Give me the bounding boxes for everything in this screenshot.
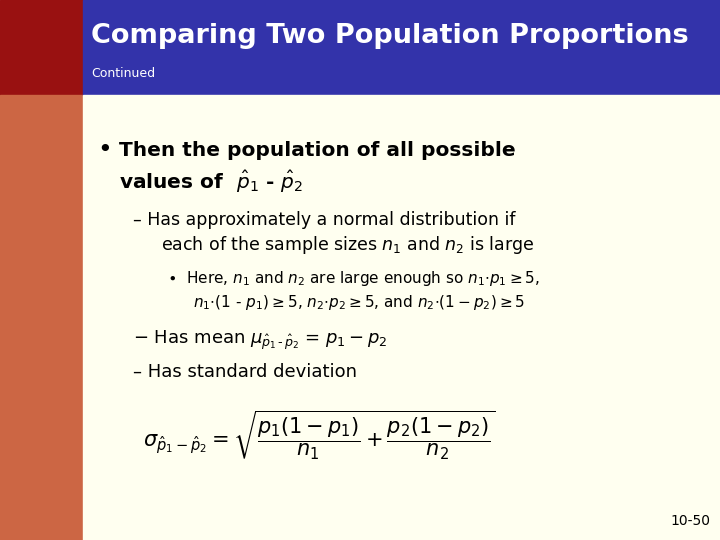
Text: Continued: Continued xyxy=(91,67,155,80)
Text: each of the sample sizes $n_1$ and $n_2$ is large: each of the sample sizes $n_1$ and $n_2$… xyxy=(161,234,534,256)
Bar xyxy=(83,94,720,540)
Text: Comparing Two Population Proportions: Comparing Two Population Proportions xyxy=(91,23,688,49)
Bar xyxy=(0,94,83,540)
Text: 10-50: 10-50 xyxy=(670,514,710,528)
Text: •: • xyxy=(96,138,112,162)
Text: – Has approximately a normal distribution if: – Has approximately a normal distributio… xyxy=(132,211,516,229)
Text: $\sigma_{\hat{p}_1-\hat{p}_2} = \sqrt{\dfrac{p_1(1-p_1)}{n_1} + \dfrac{p_2(1-p_2: $\sigma_{\hat{p}_1-\hat{p}_2} = \sqrt{\d… xyxy=(143,408,495,462)
Text: $-$ Has mean $\mu_{\hat{p}_1\,\text{-}\,\hat{p}_2}$ = $p_1 - p_2$: $-$ Has mean $\mu_{\hat{p}_1\,\text{-}\,… xyxy=(132,328,387,352)
Text: $\bullet$  Here, $n_1$ and $n_2$ are large enough so $n_1{\cdot}p_1 \geq 5$,: $\bullet$ Here, $n_1$ and $n_2$ are larg… xyxy=(167,268,540,287)
Text: Then the population of all possible: Then the population of all possible xyxy=(119,140,516,159)
Text: – Has standard deviation: – Has standard deviation xyxy=(132,363,357,381)
Bar xyxy=(0,0,83,94)
Text: $n_1{\cdot}(1\ \text{-}\ p_1) \geq 5$, $n_2{\cdot}p_2 \geq 5$, and $n_2{\cdot}(1: $n_1{\cdot}(1\ \text{-}\ p_1) \geq 5$, $… xyxy=(193,293,525,312)
Bar xyxy=(83,0,720,94)
Text: values of  $\hat{p}_1$ - $\hat{p}_2$: values of $\hat{p}_1$ - $\hat{p}_2$ xyxy=(119,169,303,195)
